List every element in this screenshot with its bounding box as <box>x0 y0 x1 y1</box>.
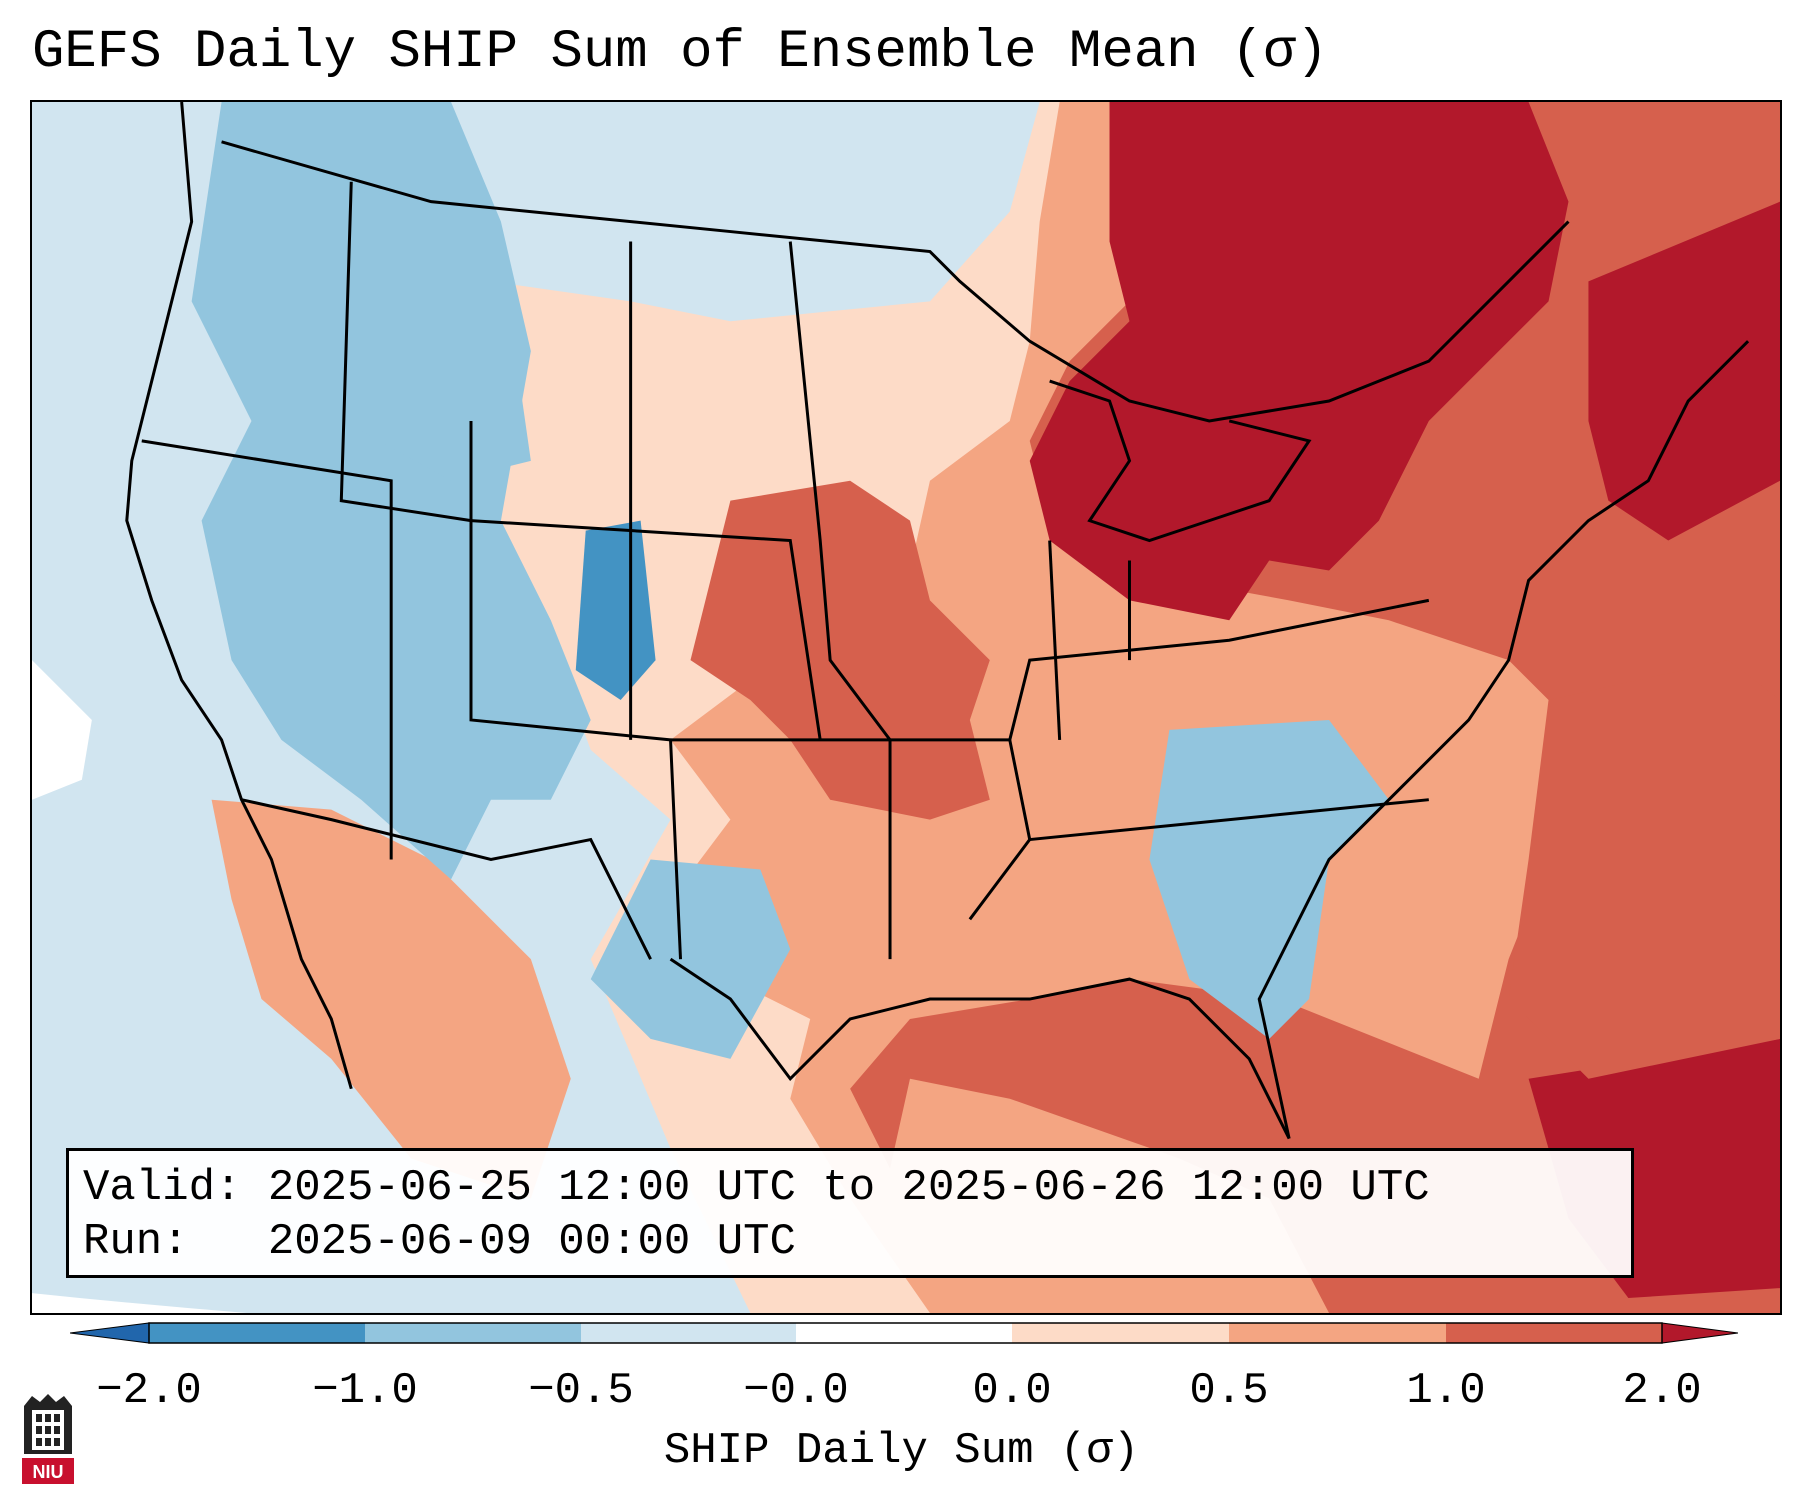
anomaly-moderate-negative-idaho <box>331 191 531 481</box>
state-line-2 <box>469 420 683 960</box>
info-box: Valid: 2025-06-25 12:00 UTC to 2025-06-2… <box>66 1148 1634 1278</box>
anomaly-moderate-negative-texas <box>590 859 791 1059</box>
colorbar-tick-label: 2.0 <box>1622 1366 1702 1416</box>
colorbar-segment <box>581 1323 796 1343</box>
colorbar-tick-label: 0.0 <box>972 1366 1052 1416</box>
colorbar-segment <box>796 1323 1012 1343</box>
colorbar-segment <box>1229 1323 1446 1343</box>
anomaly-moderate-negative-southeast <box>1149 719 1389 1039</box>
colorbar-segment <box>1446 1323 1662 1343</box>
anomaly-strong-positive-atlantic <box>1508 660 1780 1079</box>
colorbar-segments <box>70 1322 1738 1344</box>
colorbar-tick-label: −0.5 <box>528 1366 634 1416</box>
niu-logo-text: NIU <box>33 1462 64 1482</box>
colorbar <box>70 1322 1738 1344</box>
colorbar-segment <box>1012 1323 1229 1343</box>
colorbar-body-outline <box>148 1322 1663 1344</box>
off-domain-wedge <box>32 660 92 800</box>
niu-logo-icon: NIU <box>22 1394 74 1484</box>
anomaly-strong-negative-colorado <box>575 520 656 701</box>
anomaly-very-strong-positive-new-england <box>1588 201 1780 541</box>
state-line-7 <box>670 598 1430 742</box>
colorbar-extend-high <box>1661 1322 1738 1344</box>
boundaries <box>125 102 1750 1140</box>
state-line-10 <box>1048 540 1062 740</box>
east-coastline <box>1257 340 1750 1139</box>
colorbar-tick-label: 1.0 <box>1406 1366 1486 1416</box>
colorbar-extend-low <box>70 1322 150 1344</box>
colorbar-segment <box>365 1323 581 1343</box>
valid-value: 2025-06-25 12:00 UTC to 2025-06-26 12:00… <box>267 1163 1430 1213</box>
state-line-5 <box>141 439 393 860</box>
colorbar-segment <box>149 1323 365 1343</box>
map-svg <box>32 102 1780 1313</box>
colorbar-tick-label: 0.5 <box>1189 1366 1269 1416</box>
anomaly-strong-positive-plains <box>690 480 990 820</box>
chart-title: GEFS Daily SHIP Sum of Ensemble Mean (σ) <box>32 22 1329 83</box>
mexico-border <box>241 798 652 960</box>
west-coastline <box>125 102 353 1090</box>
state-line-9 <box>1029 798 1429 842</box>
anomaly-moderate-positive-mexico <box>211 799 571 1199</box>
colorbar-tick-label: −2.0 <box>96 1366 202 1416</box>
great-lakes-outline <box>1049 379 1312 543</box>
colorbar-tick-label: −0.0 <box>743 1366 849 1416</box>
run-value: 2025-06-09 00:00 UTC <box>267 1217 796 1267</box>
state-line-6 <box>788 241 892 960</box>
state-line-1 <box>339 181 472 523</box>
map-panel <box>30 100 1782 1315</box>
run-label: Run: <box>83 1217 189 1267</box>
anomaly-very-strong-positive-northeast <box>1029 102 1569 621</box>
colorbar-label: SHIP Daily Sum (σ) <box>663 1426 1140 1476</box>
canada-us-border <box>221 140 1570 423</box>
colorbar-tick-label: −1.0 <box>312 1366 418 1416</box>
state-line-4 <box>470 519 822 741</box>
valid-label: Valid: <box>83 1163 242 1213</box>
gulf-coastline <box>669 957 1291 1140</box>
